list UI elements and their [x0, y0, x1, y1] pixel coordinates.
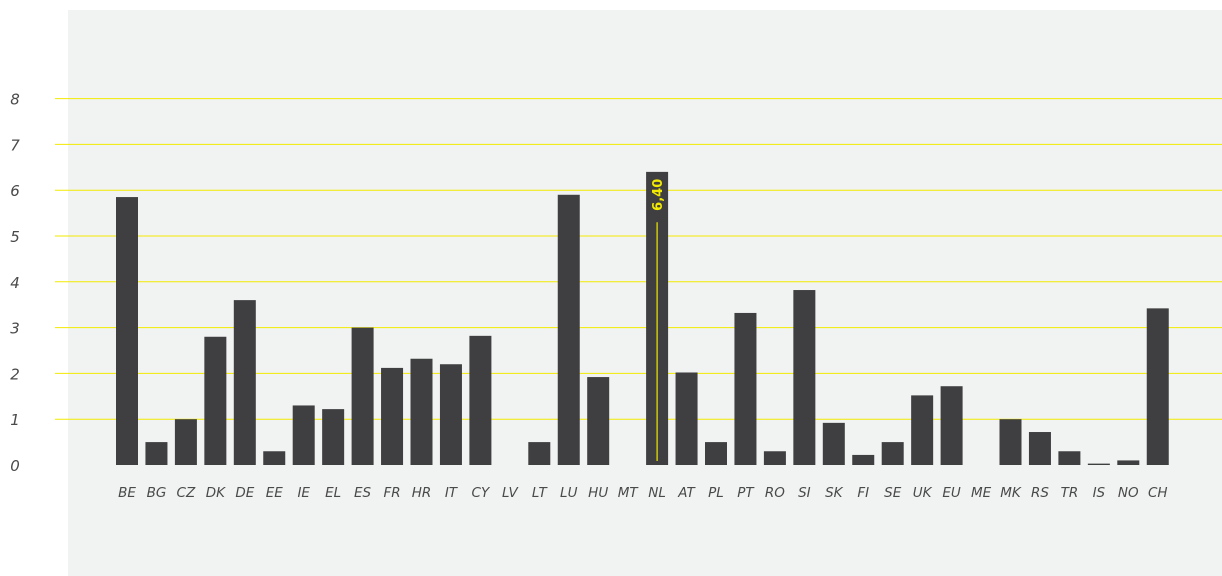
bar-ie	[292, 405, 315, 465]
x-tick-label: DE	[235, 485, 254, 501]
bar-pt	[734, 312, 757, 465]
x-tick-label: HU	[588, 485, 608, 501]
x-tick-label: IE	[297, 485, 310, 501]
x-tick-label: LT	[532, 485, 549, 501]
x-tick-label: EE	[266, 485, 284, 501]
gridlines	[55, 98, 1222, 420]
bar-lu	[557, 194, 580, 465]
x-tick-label: IT	[445, 485, 459, 501]
x-tick-label: DK	[206, 485, 226, 501]
bar-fr	[381, 367, 404, 465]
bar-pl	[705, 442, 727, 465]
y-tick-label: 4	[10, 274, 20, 292]
y-tick-label: 0	[10, 457, 20, 475]
x-tick-label: SK	[825, 485, 844, 501]
x-tick-label: SI	[798, 485, 811, 501]
y-axis-ticks: 0 1 2 3 4 5 6 7 8	[10, 91, 20, 475]
x-tick-label: SE	[884, 485, 902, 501]
bars	[116, 171, 1169, 465]
x-tick-label: CY	[472, 485, 491, 501]
bar-mk	[999, 419, 1022, 465]
bar-sk	[822, 422, 845, 465]
x-tick-label: FI	[857, 485, 869, 501]
x-tick-label: BE	[118, 485, 136, 501]
x-tick-label: TR	[1061, 485, 1079, 501]
bar-si	[793, 290, 816, 465]
x-tick-label: LV	[502, 485, 520, 501]
bar-es	[351, 327, 374, 465]
bar-ro	[763, 451, 786, 465]
x-tick-label: MK	[1000, 485, 1022, 501]
x-tick-label: MT	[618, 485, 640, 501]
y-tick-label: 1	[10, 411, 20, 429]
y-tick-label: 7	[10, 136, 20, 154]
x-tick-label: IS	[1093, 485, 1106, 501]
bar-ch	[1146, 308, 1169, 465]
bar-cy	[469, 335, 492, 465]
bar-is	[1087, 463, 1110, 465]
bar-se	[881, 442, 904, 465]
x-tick-label: FR	[383, 485, 400, 501]
bar-ee	[263, 451, 286, 465]
x-tick-label: CZ	[177, 485, 196, 501]
bar-it	[439, 364, 462, 465]
bar-lt	[528, 442, 551, 465]
highlight-annotation: 6,40	[651, 179, 666, 461]
x-tick-label: NL	[648, 485, 666, 501]
x-tick-label: LU	[560, 485, 578, 501]
x-tick-label: ME	[971, 485, 992, 501]
bar-hr	[410, 358, 433, 465]
bar-be	[116, 197, 138, 465]
bar-hu	[587, 377, 610, 465]
x-tick-label: BG	[147, 485, 167, 501]
x-tick-label: RO	[765, 485, 785, 501]
bar-rs	[1028, 432, 1051, 465]
x-tick-label: CH	[1148, 485, 1168, 501]
bar-uk	[911, 395, 934, 465]
bar-de	[233, 300, 256, 465]
x-tick-label: PL	[708, 485, 724, 501]
bar-dk	[204, 336, 227, 465]
x-tick-label: NO	[1118, 485, 1139, 501]
x-tick-label: EL	[325, 485, 341, 501]
chart-background	[68, 10, 1222, 576]
highlight-value-label: 6,40	[651, 179, 666, 211]
y-tick-label: 6	[10, 182, 20, 200]
bar-no	[1117, 460, 1140, 465]
bar-fi	[852, 454, 875, 465]
bar-eu	[940, 386, 963, 465]
x-tick-label: UK	[913, 485, 933, 501]
x-axis-ticks: BE BG CZ DK DE EE IE EL ES FR HR IT CY LV LT LU HU MT NL AT…	[118, 485, 1167, 501]
x-tick-label: ES	[354, 485, 372, 501]
bar-at	[675, 372, 698, 465]
x-tick-label: PT	[737, 485, 755, 501]
bar-bg	[145, 442, 168, 465]
bar-tr	[1058, 451, 1081, 465]
x-tick-label: RS	[1031, 485, 1049, 501]
x-tick-label: HR	[412, 485, 432, 501]
bar-el	[322, 409, 345, 465]
x-tick-label: AT	[677, 485, 696, 501]
y-tick-label: 5	[10, 228, 20, 246]
bar-cz	[174, 419, 197, 465]
x-tick-label: EU	[942, 485, 961, 501]
y-tick-label: 8	[10, 91, 20, 109]
y-tick-label: 3	[10, 320, 20, 338]
y-tick-label: 2	[10, 365, 20, 383]
